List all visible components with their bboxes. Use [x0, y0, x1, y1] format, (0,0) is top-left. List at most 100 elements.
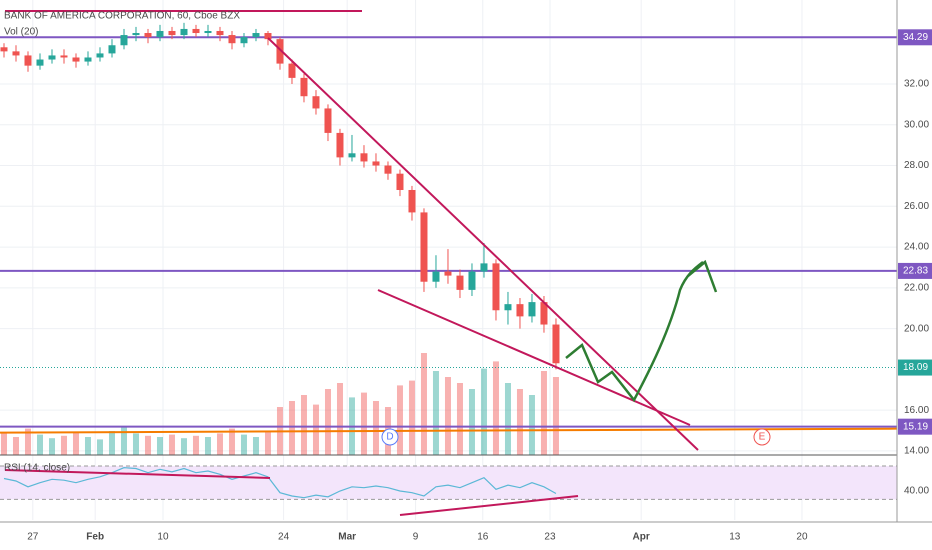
rsi-divergence	[399, 495, 579, 516]
candle-body	[324, 108, 332, 133]
x-tick-label: 27	[27, 532, 39, 543]
candle-body	[48, 55, 56, 60]
y-tick-label: 20.00	[904, 323, 929, 334]
volume-bar	[528, 395, 535, 455]
volume-bar	[456, 383, 463, 455]
candle-body	[156, 30, 164, 38]
volume-bar	[240, 434, 247, 455]
volume-bar	[132, 433, 139, 455]
price-label-box	[898, 418, 932, 435]
price-label: 34.29	[903, 32, 928, 43]
candle-body	[528, 302, 536, 317]
candle-body	[288, 63, 296, 78]
axis: 16.00 20.00 22.00 24.00 26.00 28.00 30.00 32.00…	[27, 29, 932, 543]
candle-body	[480, 263, 488, 272]
candle-body	[360, 153, 368, 162]
volume-bar	[204, 437, 211, 455]
candle-body	[72, 57, 80, 62]
volume-bar	[108, 431, 115, 455]
volume-bar	[396, 385, 403, 455]
volume-bar	[264, 432, 271, 455]
candle-body	[216, 30, 224, 36]
volume-bar	[192, 435, 199, 455]
candle-body	[276, 39, 284, 64]
x-tick-label: Feb	[86, 532, 104, 543]
candle-body	[120, 35, 128, 46]
rsi-band	[0, 466, 897, 500]
x-tick-label: 23	[544, 532, 556, 543]
volume-bar	[300, 395, 307, 455]
y-tick-label: 22.00	[904, 282, 929, 293]
candle-body	[504, 304, 512, 311]
volume-bar	[48, 438, 55, 455]
candle-body	[420, 212, 428, 282]
candle-body	[12, 51, 20, 56]
volume-bar	[468, 389, 475, 455]
volume-bar	[144, 435, 151, 455]
support-line	[0, 427, 898, 434]
y-tick-label: 26.00	[904, 201, 929, 212]
y-tick-label: 28.00	[904, 160, 929, 171]
candle-body	[300, 77, 308, 97]
y-tick-label: 30.00	[904, 119, 929, 130]
y-tick-label: 32.00	[904, 79, 929, 90]
price-label: 22.83	[903, 266, 928, 277]
candle-body	[252, 33, 260, 38]
rsi-tick-label: 40.00	[904, 486, 929, 497]
volume-bar	[12, 437, 19, 455]
volume-bar	[408, 380, 415, 455]
x-tick-label: 13	[729, 532, 741, 543]
candle-body	[336, 132, 344, 158]
candle-body	[444, 271, 452, 276]
candle-body	[540, 302, 548, 325]
volume-bar	[216, 433, 223, 455]
volume-bar	[252, 437, 259, 455]
forecast-path	[565, 259, 718, 403]
volume-bar	[492, 361, 499, 455]
y-tick-label: 14.00	[904, 446, 929, 457]
candle-body	[264, 33, 272, 40]
volume-bar	[24, 428, 31, 455]
x-tick-label: 20	[796, 532, 808, 543]
volume-bar	[540, 371, 547, 455]
volume-bar	[420, 353, 427, 455]
volume-bar	[360, 392, 367, 455]
volume-bar	[372, 401, 379, 455]
volume-bar	[336, 383, 343, 455]
candle-body	[384, 165, 392, 174]
candle-body	[240, 37, 248, 44]
candle-body	[468, 271, 476, 290]
candle-body	[312, 96, 320, 109]
event-label[interactable]: D	[386, 432, 393, 443]
volume-bar	[0, 433, 7, 455]
volume-bar	[312, 404, 319, 455]
price-label: 18.09	[903, 362, 928, 373]
volume-bar	[432, 371, 439, 455]
candle-body	[24, 55, 32, 66]
volume-bar	[324, 389, 331, 455]
x-tick-label: Apr	[633, 532, 650, 543]
candle-body	[0, 47, 8, 52]
event-marker[interactable]	[381, 428, 399, 446]
trend-line	[377, 289, 691, 426]
marks	[0, 22, 898, 500]
rsi-label: RSI (14, close)	[4, 463, 70, 474]
rsi-divergence	[4, 469, 271, 479]
candle-body	[456, 275, 464, 290]
candle-body	[372, 161, 380, 166]
candle-body	[108, 45, 116, 54]
event-label[interactable]: E	[759, 432, 766, 443]
x-tick-label: 24	[278, 532, 290, 543]
volume-bar	[552, 377, 559, 455]
volume-bar	[36, 434, 43, 455]
volume-bar	[60, 435, 67, 455]
candle-body	[348, 153, 356, 158]
candle-body	[168, 30, 176, 36]
candle-body	[516, 304, 524, 317]
y-tick-label: 16.00	[904, 405, 929, 416]
candle-body	[60, 55, 68, 58]
price-label: 15.19	[903, 421, 928, 432]
event-marker[interactable]	[753, 428, 771, 446]
